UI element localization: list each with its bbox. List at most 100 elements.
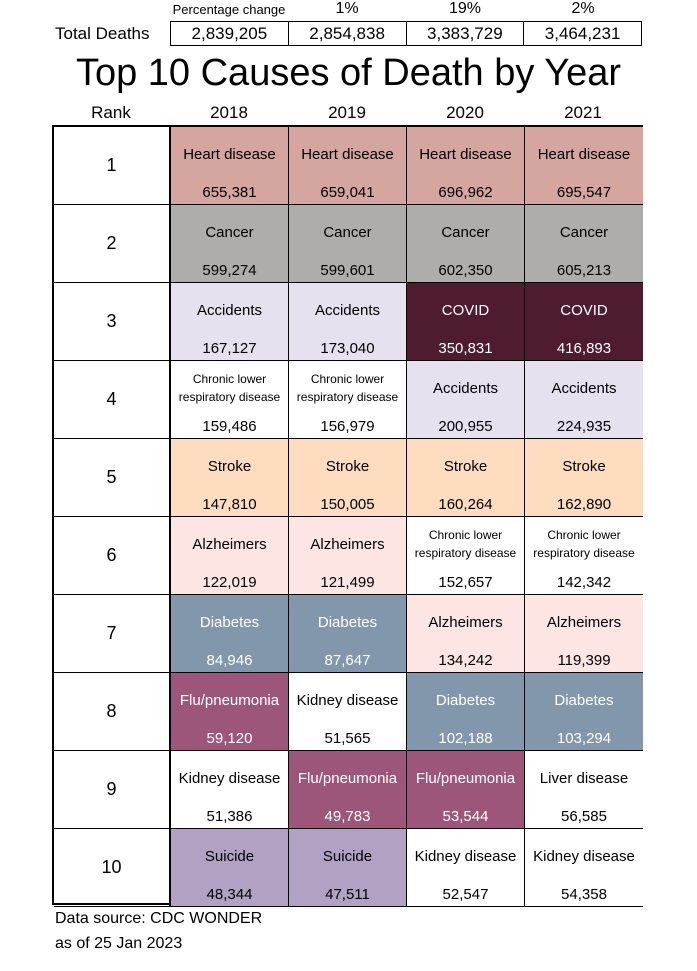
cause-cell: COVID 416,893 xyxy=(525,283,643,361)
death-count: 51,565 xyxy=(324,730,371,747)
cause-name: Stroke xyxy=(207,458,252,475)
death-count: 47,511 xyxy=(325,886,370,903)
cause-cell: Chronic lower respiratory disease 159,486 xyxy=(171,361,289,439)
cause-name: Alzheimers xyxy=(310,536,385,553)
cause-cell: Kidney disease 51,386 xyxy=(171,751,289,829)
cause-name: Stroke xyxy=(562,458,606,475)
cause-cell: Accidents 167,127 xyxy=(171,283,289,361)
cause-name: Accidents xyxy=(196,302,263,319)
data-source: Data source: CDC WONDER xyxy=(55,910,263,927)
death-count: 416,893 xyxy=(556,340,612,357)
death-count: 52,547 xyxy=(442,886,489,903)
cause-name: Cancer xyxy=(441,224,490,241)
cause-name: Chronic lower respiratory disease xyxy=(296,372,399,404)
death-count: 696,962 xyxy=(438,184,493,201)
cause-cell: Cancer 599,274 xyxy=(171,205,289,283)
rank-cell: 4 xyxy=(54,361,171,439)
year-header-2020: 2020 xyxy=(446,103,484,122)
death-count: 59,120 xyxy=(206,730,253,747)
cause-cell: Suicide 48,344 xyxy=(171,829,289,907)
cause-cell: Kidney disease 54,358 xyxy=(525,829,643,907)
year-header-2021: 2021 xyxy=(564,103,602,122)
cause-cell: Stroke 160,264 xyxy=(407,439,525,517)
death-count: 134,242 xyxy=(438,652,493,669)
cause-cell: Kidney disease 51,565 xyxy=(289,673,407,751)
death-count: 602,350 xyxy=(438,262,493,279)
cause-name: Liver disease xyxy=(539,770,629,787)
death-count: 173,040 xyxy=(320,340,375,357)
cause-cell: Alzheimers 134,242 xyxy=(407,595,525,673)
cause-name: Heart disease xyxy=(419,146,512,163)
death-count: 84,946 xyxy=(206,652,253,669)
cause-name: Accidents xyxy=(551,380,617,397)
cause-cell: Accidents 173,040 xyxy=(289,283,407,361)
death-count: 53,544 xyxy=(442,808,489,825)
year-header-2019: 2019 xyxy=(328,103,366,122)
cause-cell: Stroke 162,890 xyxy=(525,439,643,517)
death-count: 162,890 xyxy=(556,496,612,513)
cause-name: Stroke xyxy=(325,458,370,475)
cause-name: Alzheimers xyxy=(428,614,503,631)
cause-cell: Heart disease 696,962 xyxy=(407,127,525,205)
cause-cell: COVID 350,831 xyxy=(407,283,525,361)
cause-cell: Flu/pneumonia 53,544 xyxy=(407,751,525,829)
total-deaths-2018: 2,839,205 xyxy=(171,22,289,45)
death-count: 122,019 xyxy=(202,574,257,591)
cause-name: Cancer xyxy=(205,224,254,241)
death-count: 659,041 xyxy=(320,184,375,201)
rank-table: 1 Heart disease 655,381 Heart disease 659,04… xyxy=(52,125,643,907)
cause-cell: Cancer 599,601 xyxy=(289,205,407,283)
chart-title: Top 10 Causes of Death by Year xyxy=(75,52,622,94)
rank-cell: 9 xyxy=(54,751,171,829)
cause-cell: Heart disease 695,547 xyxy=(525,127,643,205)
cause-name: Accidents xyxy=(314,302,381,319)
cause-name: Heart disease xyxy=(183,146,276,163)
cause-name: Cancer xyxy=(559,224,609,241)
death-count: 54,358 xyxy=(561,886,607,903)
cause-name: Heart disease xyxy=(537,146,631,163)
death-count: 150,005 xyxy=(320,496,375,513)
cause-cell: Kidney disease 52,547 xyxy=(407,829,525,907)
death-count: 102,188 xyxy=(438,730,493,747)
death-count: 350,831 xyxy=(438,340,493,357)
cause-name: Kidney disease xyxy=(296,692,399,709)
death-count: 159,486 xyxy=(202,418,257,435)
year-header-2018: 2018 xyxy=(210,103,248,122)
cause-cell: Alzheimers 122,019 xyxy=(171,517,289,595)
cause-name: Diabetes xyxy=(554,692,614,709)
death-count: 224,935 xyxy=(556,418,612,435)
cause-cell: Chronic lower respiratory disease 152,657 xyxy=(407,517,525,595)
total-deaths-2019: 2,854,838 xyxy=(289,22,407,45)
cause-cell: Chronic lower respiratory disease 156,979 xyxy=(289,361,407,439)
cause-name: Flu/pneumonia xyxy=(297,770,398,787)
cause-cell: Alzheimers 121,499 xyxy=(289,517,407,595)
cause-name: Flu/pneumonia xyxy=(415,770,516,787)
cause-cell: Flu/pneumonia 59,120 xyxy=(171,673,289,751)
cause-name: Suicide xyxy=(322,848,373,865)
death-count: 119,399 xyxy=(557,652,611,669)
total-deaths-2021: 3,464,231 xyxy=(544,24,621,43)
death-count: 142,342 xyxy=(556,574,612,591)
cause-name: Diabetes xyxy=(435,692,496,709)
death-count: 655,381 xyxy=(202,184,257,201)
death-count: 695,547 xyxy=(556,184,612,201)
cause-name: Heart disease xyxy=(301,146,394,163)
rank-cell: 5 xyxy=(54,439,171,517)
cause-cell: Chronic lower respiratory disease 142,342 xyxy=(525,517,643,595)
rank-header: Rank xyxy=(91,103,131,122)
death-count: 605,213 xyxy=(556,262,612,279)
cause-cell: Accidents 224,935 xyxy=(525,361,643,439)
cause-cell: Heart disease 655,381 xyxy=(171,127,289,205)
cause-name: Diabetes xyxy=(199,614,260,631)
rank-cell: 6 xyxy=(54,517,171,595)
rank-cell: 10 xyxy=(54,829,171,907)
death-count: 49,783 xyxy=(324,808,371,825)
rank-cell: 7 xyxy=(54,595,171,673)
cause-cell: Diabetes 87,647 xyxy=(289,595,407,673)
death-count: 51,386 xyxy=(206,808,253,825)
cause-name: COVID xyxy=(441,302,490,319)
cause-name: Diabetes xyxy=(317,614,378,631)
percentage-change-2020: 19% xyxy=(448,0,482,17)
as-of-date: as of 25 Jan 2023 xyxy=(55,935,183,952)
percentage-change-2021: 2% xyxy=(571,0,595,17)
